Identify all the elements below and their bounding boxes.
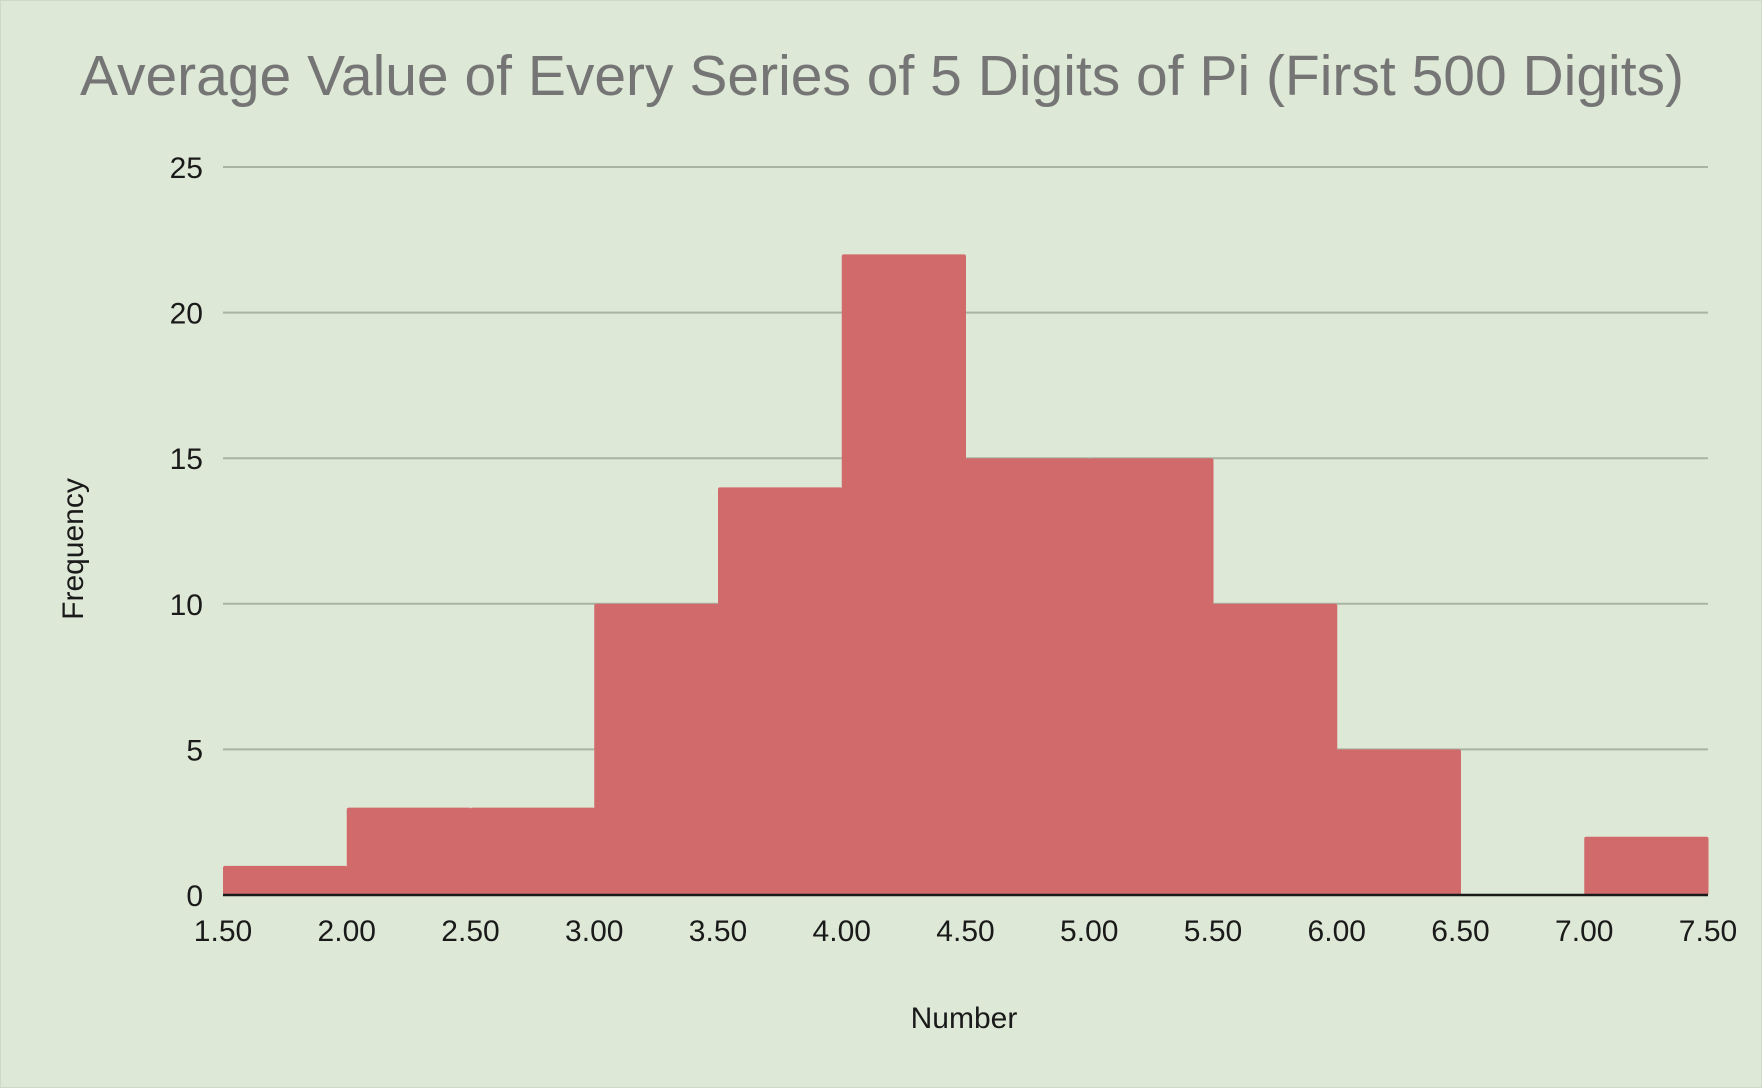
histogram-bar bbox=[1336, 749, 1461, 895]
y-tick-label: 20 bbox=[170, 298, 203, 331]
x-tick-label: 5.50 bbox=[1184, 915, 1242, 948]
histogram-bar bbox=[718, 487, 843, 895]
x-tick-label: 5.00 bbox=[1060, 915, 1118, 948]
x-axis-title: Number bbox=[911, 1002, 1018, 1035]
x-tick-label: 4.50 bbox=[936, 915, 994, 948]
histogram-bars bbox=[223, 254, 1709, 896]
x-tick-label: 3.50 bbox=[689, 915, 747, 948]
y-tick-label: 15 bbox=[170, 443, 203, 476]
axes: 0 5 10 15 20 25 1.50 2.00 2.50 3.00 3.50 4.00 4.50 5.… bbox=[170, 152, 1738, 948]
x-tick-label: 6.00 bbox=[1308, 915, 1366, 948]
y-tick-label: 25 bbox=[170, 152, 203, 185]
histogram-bar bbox=[346, 807, 471, 895]
histogram-bar bbox=[223, 865, 348, 895]
histogram-bar bbox=[1584, 836, 1709, 895]
histogram-bar bbox=[470, 807, 595, 895]
histogram-bar bbox=[1089, 458, 1214, 895]
x-tick-label: 7.50 bbox=[1679, 915, 1737, 948]
x-tick-label: 7.00 bbox=[1555, 915, 1613, 948]
histogram-bar bbox=[1213, 603, 1338, 895]
y-tick-label: 5 bbox=[186, 734, 203, 767]
x-tick-label: 6.50 bbox=[1431, 915, 1489, 948]
y-tick-label: 0 bbox=[186, 880, 203, 913]
histogram-bar bbox=[841, 254, 966, 896]
histogram-bar bbox=[594, 603, 719, 895]
histogram-bar bbox=[965, 458, 1090, 895]
x-tick-label: 2.50 bbox=[441, 915, 499, 948]
x-tick-label: 4.00 bbox=[813, 915, 871, 948]
x-tick-label: 2.00 bbox=[318, 915, 376, 948]
x-tick-label: 3.00 bbox=[565, 915, 623, 948]
chart-title: Average Value of Every Series of 5 Digit… bbox=[79, 44, 1685, 108]
y-tick-label: 10 bbox=[170, 589, 203, 622]
x-tick-label: 1.50 bbox=[194, 915, 252, 948]
y-axis-title: Frequency bbox=[57, 478, 90, 620]
